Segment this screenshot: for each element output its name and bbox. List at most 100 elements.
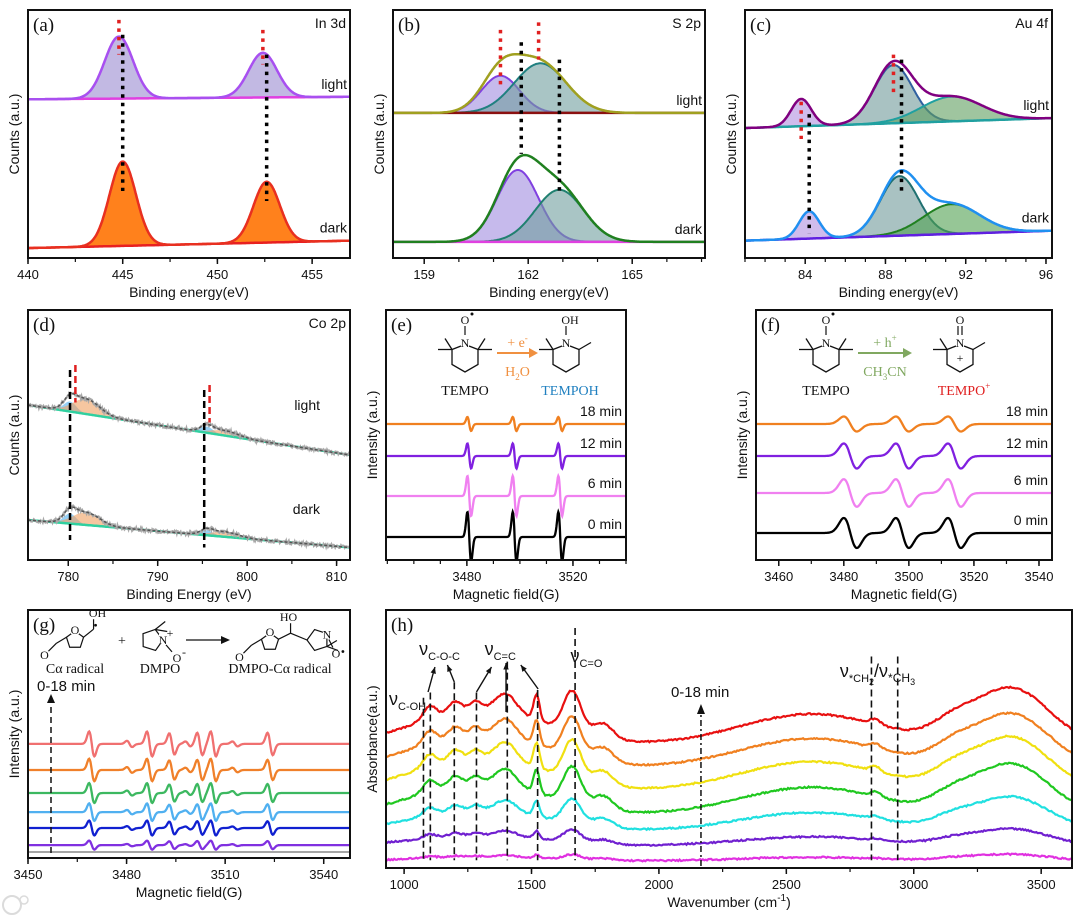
arrow-head-icon xyxy=(221,636,230,644)
reagent-bottom-sub: 2 xyxy=(515,372,520,382)
reagent-top-text: + e xyxy=(507,336,525,351)
arrow-head-icon xyxy=(47,694,55,703)
reagent-top: + h+ xyxy=(873,333,896,351)
x-axis-label: Binding energy(eV) xyxy=(129,284,249,300)
aldehyde-oxygen: O xyxy=(235,650,244,664)
x-tick-label: 2500 xyxy=(772,877,801,892)
epr-spectrum xyxy=(386,441,626,471)
plot-frame xyxy=(392,9,706,259)
envelope-fit xyxy=(393,153,705,244)
x-axis-label: Binding energy(eV) xyxy=(839,284,959,300)
plot-area xyxy=(28,729,350,851)
methyl-bond xyxy=(477,338,486,350)
nitrogen-atom: N xyxy=(822,336,831,350)
nitroxide-oxygen: O xyxy=(332,647,341,661)
x-tick-label: 165 xyxy=(621,267,643,282)
envelope-fit xyxy=(28,160,350,250)
bond xyxy=(165,644,173,653)
x-axis-label-text: Binding energy(eV) xyxy=(129,284,249,300)
x-axis-label: Magnetic field(G) xyxy=(136,884,243,900)
fit-component xyxy=(206,51,320,99)
panel-title: S 2p xyxy=(672,15,701,31)
x-tick-label: 440 xyxy=(17,267,39,282)
y-axis-label: Intensity (a.u.) xyxy=(364,391,380,480)
time-label: 6 min xyxy=(588,475,622,491)
y-axis-label: Intensity (a.u.) xyxy=(6,690,22,779)
x-tick-label: 455 xyxy=(301,267,323,282)
panel-a: 440 445 450 455 Binding energy(eV) Counts (a.… xyxy=(6,9,351,300)
y-axis-label: Intensity (a.u.) xyxy=(734,391,750,480)
product-structure: N+ O xyxy=(933,313,986,373)
reactant-name: TEMPO xyxy=(802,384,849,399)
tempo-structure: NO xyxy=(799,312,853,373)
epr-spectrum xyxy=(28,781,350,805)
bond xyxy=(278,632,291,640)
arrow-head-icon xyxy=(430,667,436,674)
band-subscript-2: 3 xyxy=(910,677,915,687)
epr-spectrum xyxy=(28,839,350,851)
reagent-bottom-text: H xyxy=(505,365,515,380)
series-label: dark xyxy=(293,501,321,517)
plot-area xyxy=(386,415,626,560)
reagent-name: DMPO xyxy=(140,662,180,677)
bond xyxy=(326,645,339,652)
product-name-text: TEMPOH xyxy=(541,384,599,399)
panel-title: In 3d xyxy=(315,15,346,31)
x-tick-label: 159 xyxy=(413,267,435,282)
epr-spectrum xyxy=(386,508,626,560)
furan-ring xyxy=(260,632,280,650)
plot-frame xyxy=(27,9,351,259)
arrow-head-icon xyxy=(529,348,538,358)
epr-spectrum xyxy=(756,415,1052,433)
reagent-bottom-text: CH xyxy=(863,365,882,380)
envelope-fit xyxy=(393,52,705,115)
product-name-sup: + xyxy=(985,381,990,391)
oxygen-group: O xyxy=(461,313,470,327)
time-label: 0 min xyxy=(588,516,622,532)
product-name-text: TEMPO xyxy=(938,384,985,399)
plot-area xyxy=(386,628,1072,863)
ftir-spectrum xyxy=(386,685,1072,744)
methyl-bond xyxy=(805,338,814,350)
bond xyxy=(468,345,479,351)
ftir-spectrum xyxy=(386,826,1072,848)
envelope-fit xyxy=(28,506,350,549)
x-tick-label: 2000 xyxy=(644,877,673,892)
x-tick-label: 84 xyxy=(798,267,812,282)
x-axis-label-sup: -1 xyxy=(777,893,786,904)
panel-c: 84 88 92 96 Binding energy(eV) Counts (a.u.) (… xyxy=(723,9,1053,300)
bond xyxy=(326,639,338,647)
bond xyxy=(155,628,168,633)
time-label: 12 min xyxy=(580,435,622,451)
band-subscript: C-OH xyxy=(398,701,426,713)
x-tick-label: 92 xyxy=(958,267,972,282)
ring-oxygen: O xyxy=(71,623,80,637)
ring-bonds xyxy=(812,349,840,373)
aldehyde-oxygen: O xyxy=(40,648,49,662)
x-tick-label: 1500 xyxy=(517,877,546,892)
bond xyxy=(56,636,67,644)
y-axis-label: Counts (a.u.) xyxy=(371,94,387,175)
reagent-bottom-rest: O xyxy=(520,365,530,380)
nitrogen-atom: N xyxy=(562,336,571,350)
x-axis-label: Magnetic field(G) xyxy=(851,586,958,602)
time-label: 6 min xyxy=(1014,472,1048,488)
envelope-fit xyxy=(745,59,1052,130)
ftir-spectrum xyxy=(386,711,1072,767)
ftir-spectrum xyxy=(386,794,1072,832)
nu-symbol: ν xyxy=(485,639,494,659)
x-axis-label: Binding energy(eV) xyxy=(489,284,609,300)
nu-symbol: ν xyxy=(840,661,849,681)
x-tick-label: 3520 xyxy=(559,569,588,584)
x-axis-label-text: Binding energy(eV) xyxy=(489,284,609,300)
oxygen-group: O xyxy=(822,313,831,327)
panel-e: 3480 3520 Magnetic field(G) Intensity (a.u.… xyxy=(364,309,627,602)
time-label: 0 min xyxy=(1014,512,1048,528)
methyl-bond xyxy=(838,338,847,350)
bond xyxy=(154,621,166,630)
series-dark xyxy=(28,160,350,250)
x-tick-label: 3500 xyxy=(1027,877,1056,892)
watermark-logo xyxy=(2,895,29,915)
background-line xyxy=(745,229,1052,242)
